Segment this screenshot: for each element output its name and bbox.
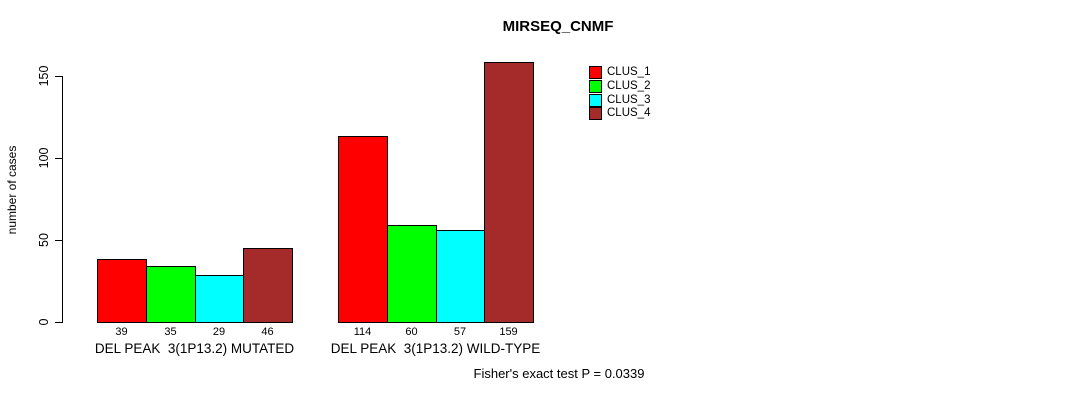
bar-value-label: 39 <box>115 326 128 338</box>
y-axis-tick-label: 0 <box>37 318 51 326</box>
bar-value-label: 57 <box>453 326 467 338</box>
bar-value-label: 60 <box>405 326 418 338</box>
bar-clus_2-group2 <box>387 225 437 323</box>
bar-clus_3-group2 <box>436 230 485 323</box>
bar-value-label: 114 <box>353 326 372 338</box>
y-axis-tick-label: 100 <box>37 147 51 169</box>
legend-swatch-icon <box>589 107 602 120</box>
bar-clus_2-group1 <box>146 266 196 323</box>
bar-value-label: 46 <box>261 326 274 338</box>
legend-label: CLUS_3 <box>607 94 651 106</box>
legend-item-clus_1: CLUS_1 <box>589 66 650 79</box>
bar-value-label: 35 <box>164 326 177 338</box>
y-axis-tick <box>55 158 62 159</box>
bar-clus_1-group2 <box>338 136 388 323</box>
y-axis-tick-label: 50 <box>37 233 51 247</box>
legend-item-clus_4: CLUS_4 <box>589 107 650 120</box>
legend-swatch-icon <box>589 80 602 93</box>
fisher-test-annotation: Fisher's exact test P = 0.0339 <box>473 366 645 381</box>
y-axis-tick-label: 150 <box>37 65 51 87</box>
y-axis-tick <box>55 240 62 241</box>
bar-clus_4-group1 <box>243 248 293 323</box>
legend-label: CLUS_2 <box>607 80 651 92</box>
y-axis-line <box>62 76 63 323</box>
bar-clus_3-group1 <box>195 275 244 323</box>
legend-item-clus_3: CLUS_3 <box>589 94 650 107</box>
chart-title: MIRSEQ_CNMF <box>502 18 614 35</box>
legend-label: CLUS_1 <box>607 66 651 78</box>
category-label: DEL PEAK 3(1P13.2) MUTATED <box>94 341 295 356</box>
y-axis-tick <box>55 76 62 77</box>
y-axis-label: number of cases <box>5 145 19 235</box>
bar-value-label: 29 <box>212 326 226 338</box>
category-label: DEL PEAK 3(1P13.2) WILD-TYPE <box>330 341 541 356</box>
legend-swatch-icon <box>589 94 602 107</box>
y-axis-tick <box>55 322 62 323</box>
legend-item-clus_2: CLUS_2 <box>589 80 650 93</box>
bar-clus_4-group2 <box>484 62 534 323</box>
legend-label: CLUS_4 <box>607 107 651 119</box>
bar-value-label: 159 <box>499 326 518 338</box>
legend-swatch-icon <box>589 66 602 79</box>
bar-clus_1-group1 <box>97 259 147 323</box>
